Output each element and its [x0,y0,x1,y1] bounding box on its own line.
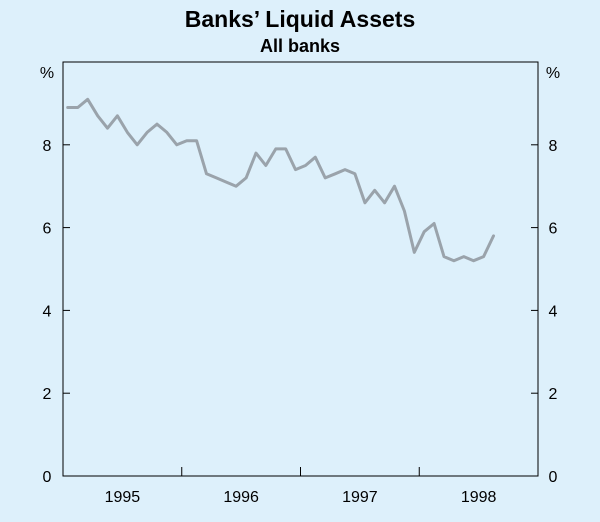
chart-subtitle: All banks [259,36,341,56]
y-axis-unit-left: % [40,65,54,82]
x-tick-label: 1998 [461,489,497,506]
x-tick-label: 1996 [223,489,259,506]
y-tick-label-left: 0 [43,469,52,486]
x-tick-label: 1995 [105,489,141,506]
y-tick-label-left: 6 [43,221,52,238]
y-tick-label-left: 8 [43,138,52,155]
series-line [66,97,495,263]
y-tick-label-right: 2 [549,386,558,403]
y-tick-label-right: 8 [549,138,558,155]
y-tick-label-left: 2 [43,386,52,403]
x-tick-label: 1997 [342,489,378,506]
y-axis-unit-right: % [546,65,560,82]
y-tick-label-right: 4 [549,303,558,320]
y-tick-label-left: 4 [43,303,52,320]
plot-frame [62,61,539,477]
y-tick-label-right: 0 [549,469,558,486]
chart-title: Banks’ Liquid Assets [184,6,416,32]
y-tick-label-right: 6 [549,221,558,238]
